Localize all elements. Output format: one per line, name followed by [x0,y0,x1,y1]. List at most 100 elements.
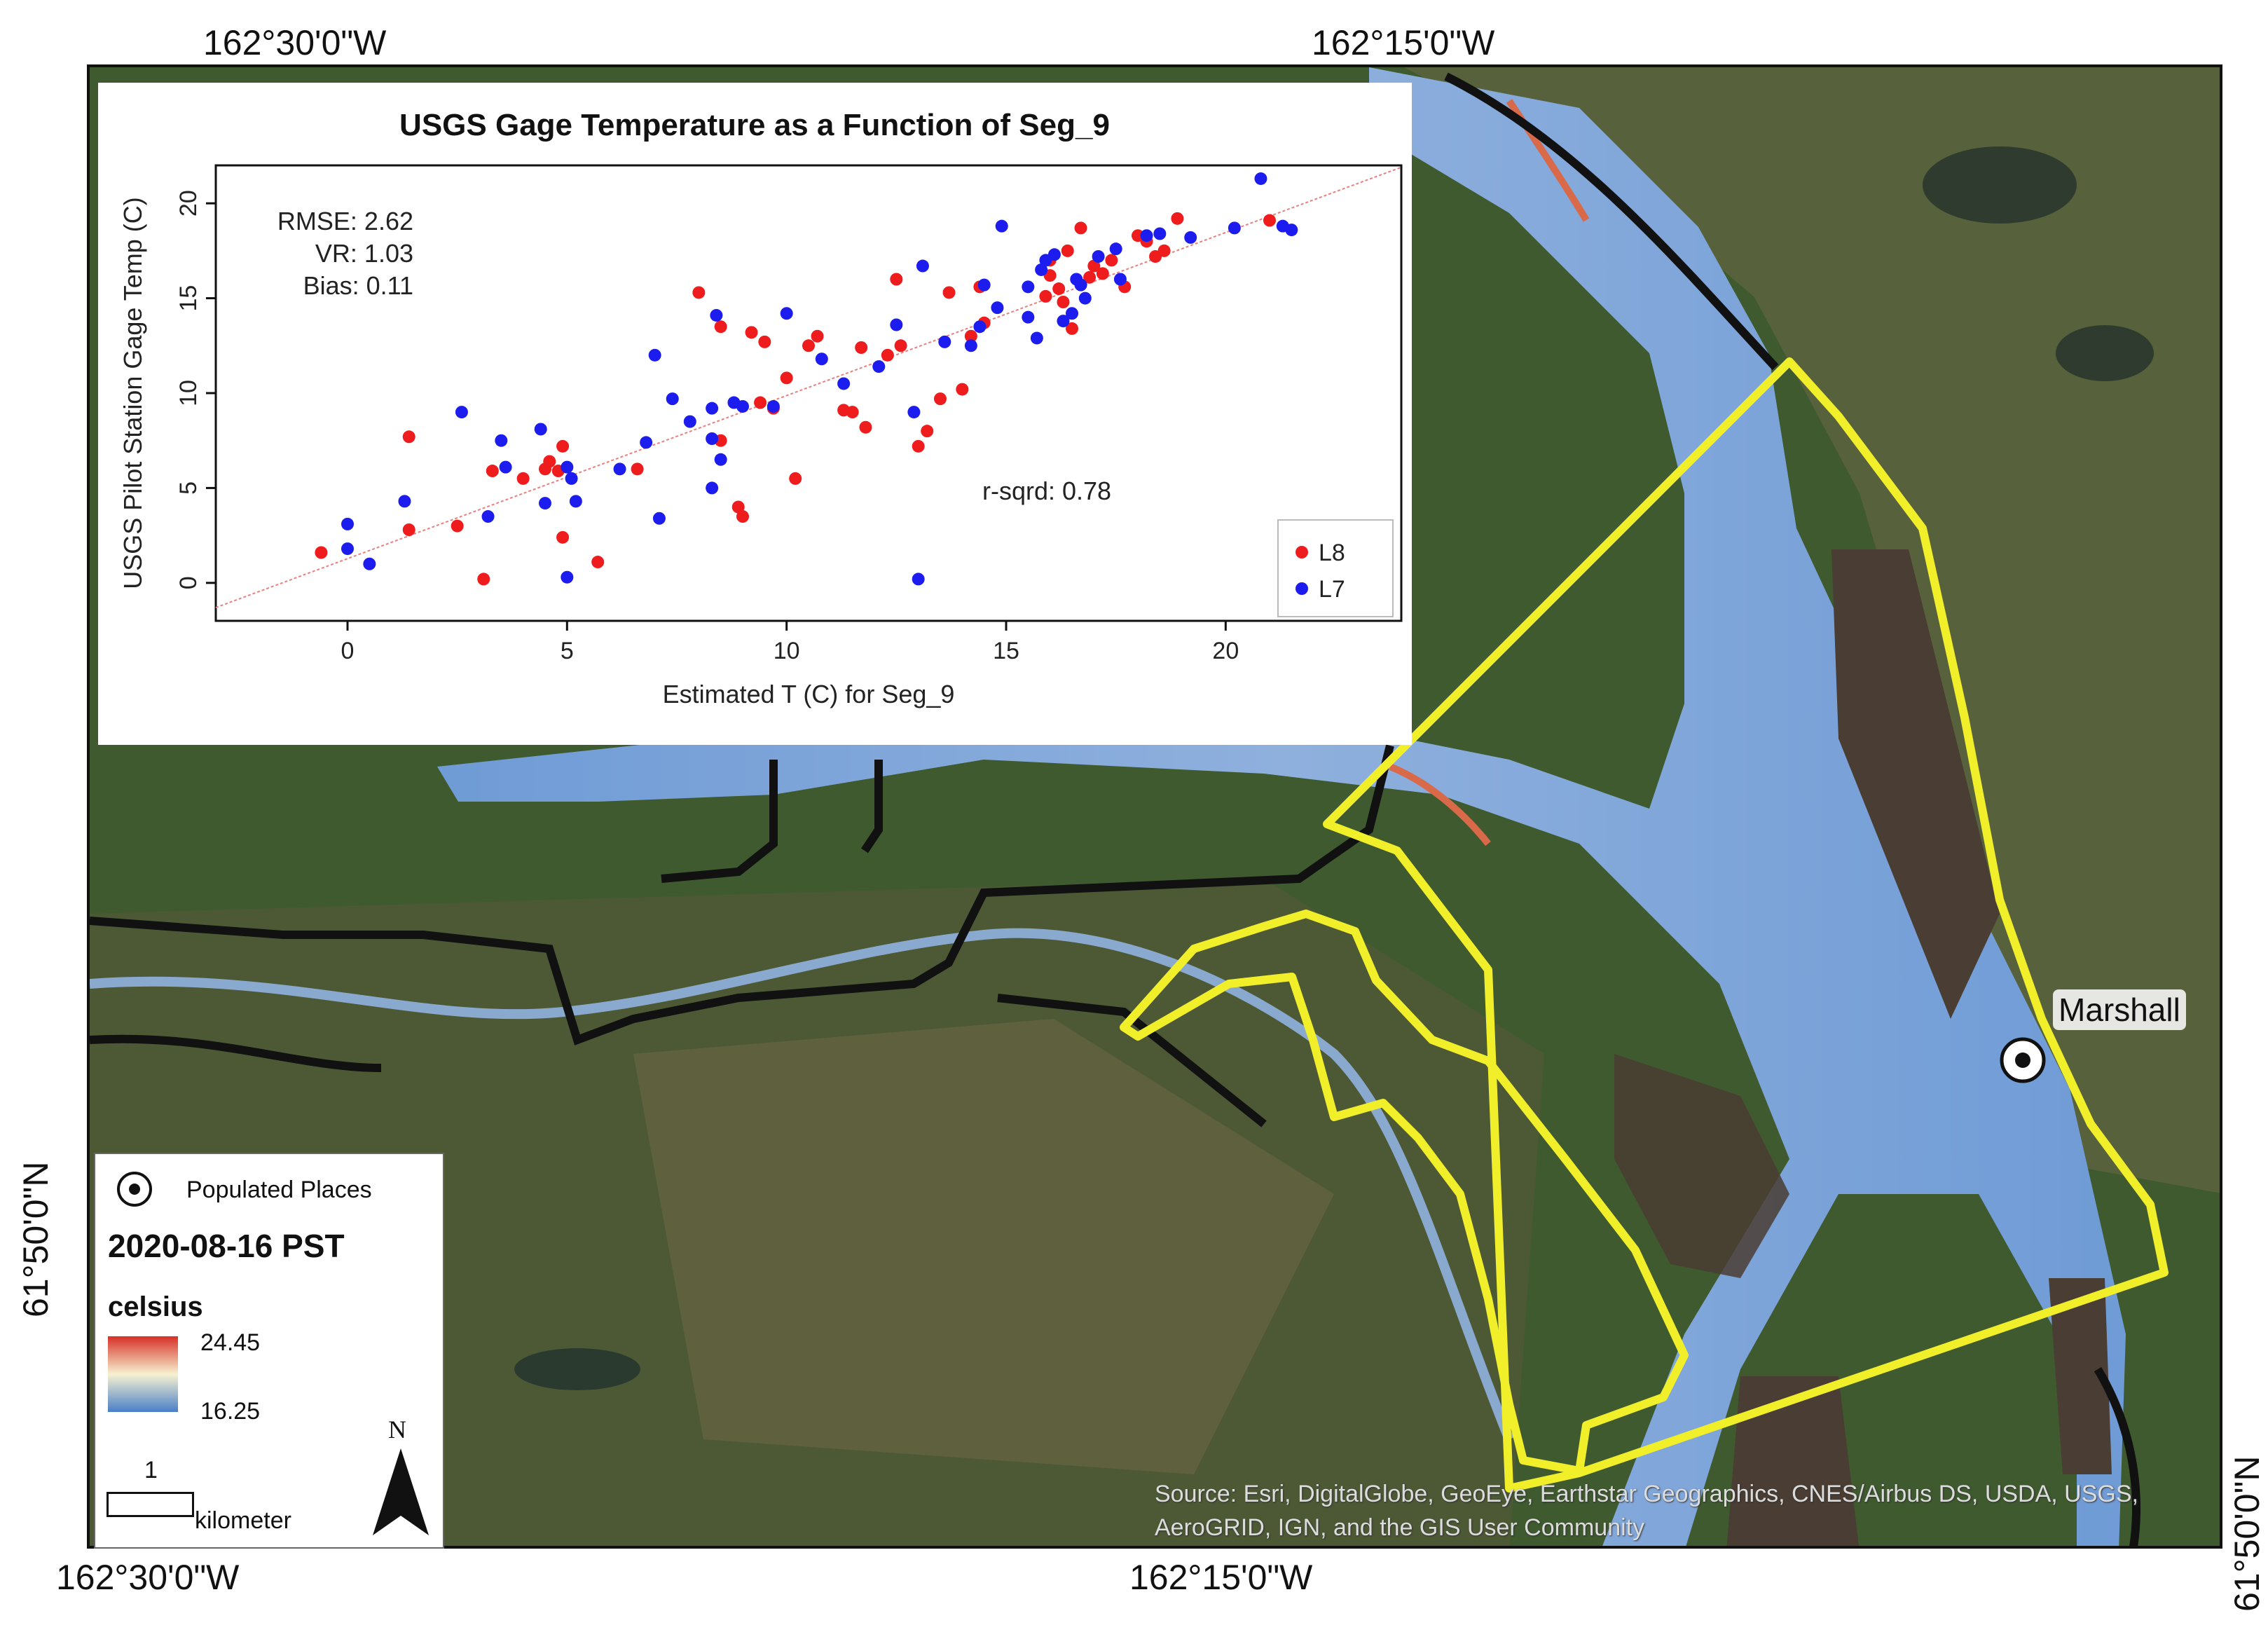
masked-area [2049,1278,2112,1474]
data-point-l7 [1109,242,1122,256]
coord-top-right: 162°15'0"W [1312,23,1495,62]
data-point-l7 [1254,172,1267,185]
north-arrow-icon [373,1448,429,1535]
data-point-l8 [894,339,907,352]
data-point-l7 [1113,273,1127,286]
data-point-l7 [1057,315,1070,328]
data-point-l7 [912,572,925,586]
data-point-l8 [516,472,530,485]
data-point-l8 [964,329,977,343]
data-point-l7 [1047,248,1061,261]
data-point-l7 [938,335,951,348]
legend-marker-l7 [1295,582,1308,595]
data-point-l7 [495,434,508,447]
data-point-l8 [1052,282,1066,296]
data-point-l7 [341,542,354,556]
data-point-l7 [565,472,578,485]
warm-edge [1389,763,1491,846]
data-point-l8 [942,286,956,299]
x-tick-label: 20 [1212,638,1239,664]
data-point-l7 [363,557,376,570]
data-point-l7 [455,406,468,419]
coord-bottom-right: 162°15'0"W [1129,1558,1313,1597]
data-point-l8 [855,341,868,354]
rmse-stat: RMSE: 2.62 [277,207,413,235]
x-tick-label: 0 [341,638,355,664]
data-point-l7 [706,402,719,415]
data-point-l7 [398,495,411,508]
data-point-l8 [1083,270,1097,284]
data-point-l8 [486,465,499,478]
chart-title: USGS Gage Temperature as a Function of S… [399,108,1110,142]
populated-place-marker[interactable] [1998,1036,2047,1085]
x-tick-label: 15 [993,638,1019,664]
data-point-l8 [714,320,727,334]
scale-bar-value: 1 [144,1457,158,1483]
data-point-l8 [402,523,415,536]
data-point-l8 [934,392,947,406]
data-point-l8 [758,335,771,348]
data-point-l8 [890,273,903,286]
north-arrow-label: N [388,1415,406,1444]
data-point-l7 [736,399,749,413]
data-point-l7 [710,308,723,322]
data-point-l7 [652,512,666,525]
chart-legend-box [1277,519,1394,617]
data-point-l7 [1153,227,1167,240]
data-point-l7 [1078,292,1092,305]
coord-bottom-left: 162°30'0"W [56,1558,240,1597]
data-point-l8 [881,348,894,362]
study-polygons [1120,357,2169,1493]
lake [2056,325,2154,381]
bias-stat: Bias: 0.11 [303,271,413,300]
data-point-l8 [846,406,859,419]
data-point-l7 [706,481,719,495]
data-point-l8 [477,572,490,586]
scatter-chart-inset: USGS Gage Temperature as a Function of S… [98,83,1412,745]
legend-max: 24.45 [200,1329,261,1356]
coord-right-lat: 61°50'0"N [2227,1455,2267,1612]
masked-area [1614,1054,1789,1278]
legend-label-l8: L8 [1319,540,1345,566]
data-point-l7 [973,320,987,334]
slough-channel [90,928,1514,1441]
y-tick-label: 0 [175,576,202,589]
data-point-l8 [1039,289,1052,303]
data-point-l7 [1285,224,1298,237]
data-point-l7 [1228,221,1241,235]
map-legend: Populated Places 2020-08-16 PST celsius … [94,1153,444,1549]
data-point-l8 [811,329,824,343]
data-point-l8 [631,462,644,476]
data-point-l8 [780,371,793,385]
data-point-l8 [1066,322,1078,335]
data-point-l8 [556,530,570,544]
x-axis-label: Estimated T (C) for Seg_9 [663,680,955,708]
legend-min: 16.25 [200,1398,261,1425]
data-point-l7 [1035,263,1048,276]
y-tick-label: 5 [175,481,202,495]
data-point-l8 [591,556,605,569]
masked-area [1831,549,2000,1019]
data-point-l8 [731,500,745,514]
data-point-l8 [1157,244,1171,257]
coord-left-lat: 61°50'0"N [16,1161,55,1317]
sandbar-area [633,1019,1334,1474]
x-tick-label: 5 [561,638,574,664]
data-point-l7 [837,377,851,390]
data-point-l8 [1074,221,1087,235]
data-point-l7 [977,278,991,292]
data-point-l7 [666,392,679,406]
data-point-l7 [1074,278,1087,292]
data-point-l8 [859,420,872,434]
data-point-l8 [451,519,464,533]
data-point-l7 [890,318,903,331]
y-tick-label: 20 [175,190,202,217]
data-point-l7 [683,415,696,428]
data-point-l8 [692,286,706,299]
data-point-l7 [481,510,495,523]
data-point-l7 [1092,250,1105,263]
segment-boundaries [90,72,2140,1546]
lake [514,1348,640,1390]
data-point-l8 [912,439,925,453]
data-point-l8 [754,396,767,409]
